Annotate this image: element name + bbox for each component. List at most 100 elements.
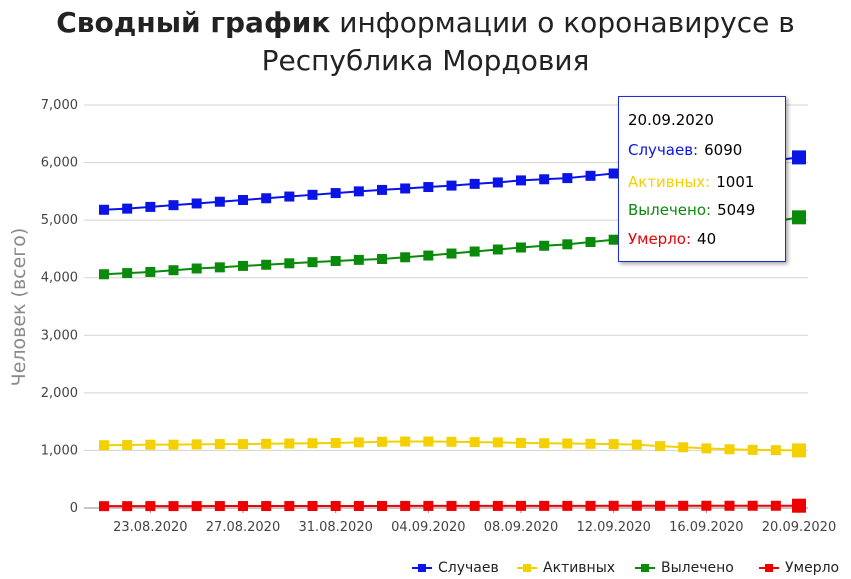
data-point [608, 168, 619, 179]
tooltip-label-recovered: Вылечено: [628, 201, 712, 219]
data-point [516, 175, 526, 186]
data-point [516, 242, 526, 253]
data-point [678, 442, 689, 453]
data-point [377, 500, 387, 511]
data-point [284, 191, 295, 202]
data-point [168, 265, 179, 276]
x-tick-label: 12.09.2020 [576, 520, 650, 535]
data-point [238, 501, 248, 512]
data-point [608, 439, 619, 450]
data-point [562, 239, 573, 250]
data-point [214, 501, 225, 512]
data-point [214, 262, 225, 273]
data-point [608, 500, 619, 511]
data-point [770, 500, 781, 511]
data-point [655, 500, 665, 511]
data-point [539, 500, 550, 511]
data-point [99, 204, 109, 215]
data-point [792, 498, 806, 513]
tooltip-row-cases: Случаев: 6090 [628, 141, 742, 159]
data-point [330, 188, 341, 199]
data-point [284, 438, 295, 449]
x-tick-label: 16.09.2020 [669, 520, 743, 535]
y-tick-label: 5,000 [41, 213, 78, 228]
data-point [214, 439, 225, 450]
x-tick-label: 20.09.2020 [762, 520, 836, 535]
data-point [330, 500, 341, 511]
data-point [145, 439, 156, 450]
y-axis-label: Человек (всего) [8, 228, 30, 387]
data-point [191, 263, 202, 274]
data-point [99, 269, 109, 280]
data-point [353, 186, 364, 197]
data-point [145, 266, 156, 277]
data-point [191, 501, 202, 512]
data-point [353, 254, 364, 265]
data-point [400, 252, 411, 263]
tooltip-value-deaths: 40 [697, 230, 717, 248]
data-point [284, 258, 295, 269]
data-point [330, 437, 341, 448]
data-point [353, 500, 364, 511]
data-point [585, 237, 596, 248]
data-point [423, 436, 434, 447]
data-point [307, 189, 318, 200]
data-point [469, 500, 480, 511]
data-point [307, 257, 318, 268]
data-point [724, 444, 735, 455]
data-point [492, 500, 503, 511]
tooltip-row-recovered: Вылечено: 5049 [628, 201, 755, 219]
data-point [423, 182, 434, 193]
y-tick-label: 6,000 [41, 156, 78, 171]
data-point [539, 438, 550, 449]
data-point [747, 444, 758, 455]
y-tick-label: 0 [70, 501, 78, 516]
legend-item-deaths[interactable]: Умерло [759, 558, 839, 578]
tooltip-row-active: Активных: 1001 [628, 173, 754, 191]
data-point [539, 240, 550, 251]
y-tick-label: 4,000 [41, 271, 78, 286]
data-point [238, 194, 248, 205]
data-point [261, 259, 272, 270]
data-point [423, 250, 434, 261]
data-point [792, 150, 806, 165]
data-point [261, 501, 272, 512]
tooltip-value-active: 1001 [716, 173, 755, 191]
data-point [168, 501, 179, 512]
data-point [168, 439, 179, 450]
tooltip-label-deaths: Умерло: [628, 230, 692, 248]
data-point [492, 177, 503, 188]
tooltip-label-cases: Случаев: [628, 141, 699, 159]
tooltip-value-cases: 6090 [704, 141, 743, 159]
data-point [191, 198, 202, 209]
data-point [214, 196, 225, 207]
y-tick-label: 1,000 [41, 443, 78, 458]
legend-item-recovered[interactable]: Вылечено [635, 558, 734, 578]
data-point [792, 210, 806, 225]
legend-item-active[interactable]: Активных [517, 558, 615, 578]
data-point [400, 500, 411, 511]
tooltip-date: 20.09.2020 [628, 111, 714, 129]
legend-item-cases[interactable]: Случаев [412, 558, 499, 578]
data-point [469, 178, 480, 189]
data-point [400, 436, 411, 447]
legend-marker-deaths [759, 563, 779, 573]
x-tick-label: 27.08.2020 [206, 520, 280, 535]
legend-marker-recovered [635, 563, 655, 573]
data-point [99, 501, 109, 512]
data-point [492, 437, 503, 448]
data-point [261, 438, 272, 449]
chart-title-rest: информации о коронавирусе в Республика М… [261, 6, 795, 77]
y-tick-label: 3,000 [41, 328, 78, 343]
x-tick-label: 04.09.2020 [391, 520, 465, 535]
data-point [377, 184, 387, 195]
data-point [145, 501, 156, 512]
data-point [99, 440, 109, 451]
chart-tooltip: 20.09.2020 Случаев: 6090 Активных: 1001 Вы… [618, 96, 786, 262]
x-tick-label: 31.08.2020 [298, 520, 372, 535]
data-point [122, 268, 133, 279]
data-point [585, 438, 596, 449]
data-point [701, 500, 712, 511]
chart-title: Сводный график информации о коронавирусе… [0, 4, 851, 80]
tooltip-label-active: Активных: [628, 173, 711, 191]
